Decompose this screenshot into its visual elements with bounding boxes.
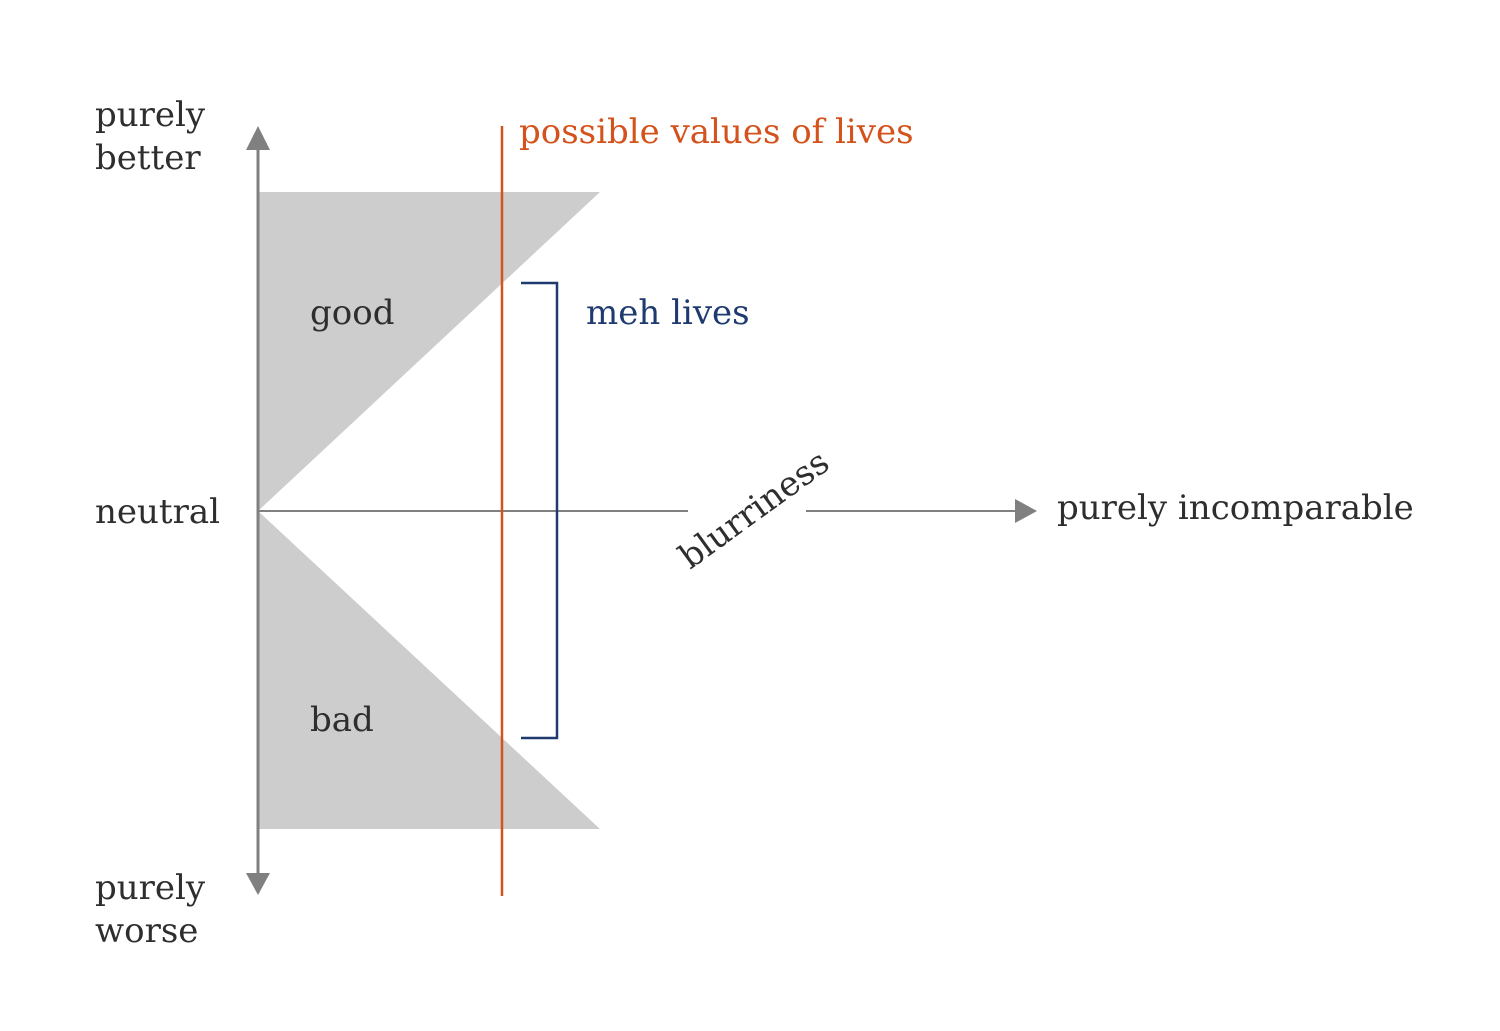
bad-region bbox=[258, 511, 600, 829]
good-region bbox=[258, 192, 600, 511]
arrow-down-icon bbox=[246, 873, 270, 895]
meh-lives-label: meh lives bbox=[586, 293, 750, 333]
top-label-line2: better bbox=[95, 138, 201, 178]
good-label: good bbox=[310, 293, 394, 333]
neutral-label: neutral bbox=[95, 492, 220, 532]
incomparable-label: purely incomparable bbox=[1057, 488, 1414, 528]
arrow-up-icon bbox=[246, 126, 270, 150]
bottom-label-line2: worse bbox=[95, 911, 198, 951]
bad-label: bad bbox=[310, 700, 374, 740]
blurriness-label: blurriness bbox=[672, 442, 837, 577]
bottom-label-line1: purely bbox=[95, 868, 206, 908]
possible-values-label: possible values of lives bbox=[519, 112, 914, 152]
arrow-right-icon bbox=[1015, 499, 1037, 523]
meh-lives-bracket bbox=[521, 281, 559, 740]
top-label-line1: purely bbox=[95, 95, 206, 135]
